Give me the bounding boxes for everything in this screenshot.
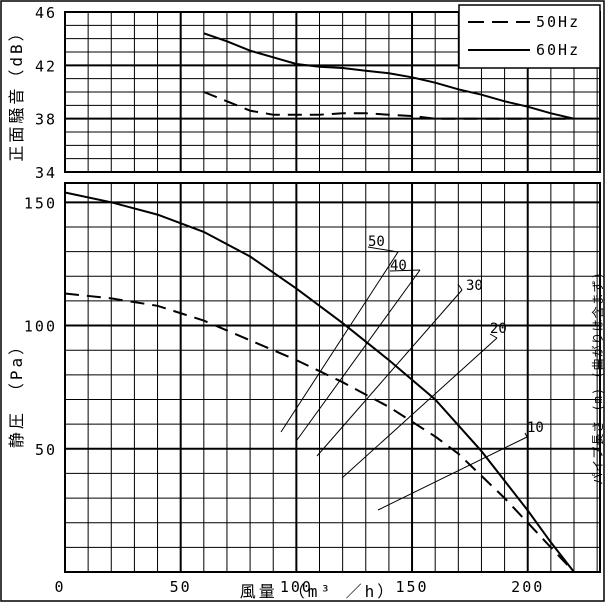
duct-leader-20 <box>489 333 498 339</box>
pressure-tick-label: 150 <box>24 194 57 212</box>
noise-tick-label: 38 <box>35 111 57 129</box>
duct-label-30: 30 <box>466 278 483 294</box>
tick-labels: 46 42 38 34 150 100 50 0 50 100 150 200 <box>24 4 544 596</box>
legend-box <box>458 4 601 69</box>
airflow-tick-label: 150 <box>395 578 428 596</box>
pressure-line-60hz <box>64 191 575 573</box>
duct-line-20 <box>341 337 498 479</box>
noise-line-60hz <box>203 32 575 120</box>
duct-leader-10 <box>524 432 528 438</box>
pressure-series <box>64 191 575 573</box>
duct-line-40 <box>296 269 421 441</box>
duct-line-30 <box>316 289 463 457</box>
duct-label-20: 20 <box>490 321 507 337</box>
airflow-tick-label: 0 <box>54 578 65 596</box>
noise-tick-label: 46 <box>35 4 57 22</box>
duct-leader-30 <box>457 283 463 291</box>
duct-label-40: 40 <box>390 258 407 274</box>
airflow-tick-label: 200 <box>511 578 544 596</box>
duct-leader-40 <box>389 269 421 272</box>
duct-label-50: 50 <box>368 234 385 250</box>
pressure-chart-grid <box>64 182 601 573</box>
airflow-tick-label: 50 <box>170 578 192 596</box>
noise-axis-title: 正面騒音（dB） <box>7 22 26 161</box>
pressure-grid-frame <box>64 182 601 573</box>
noise-tick-label: 34 <box>35 164 57 182</box>
pressure-tick-label: 100 <box>24 318 57 336</box>
noise-chart-grid <box>64 11 601 173</box>
legend-50hz-label: 50Hz <box>536 13 580 31</box>
legend: 50Hz 60Hz <box>458 4 601 69</box>
noise-series <box>203 32 575 120</box>
right-side-note: パイプ長さ (m) (曲がりは含まず) <box>590 271 605 485</box>
noise-line-50hz <box>203 91 574 120</box>
duct-length-lines <box>280 246 528 511</box>
airflow-axis-title: 風量 （m³ ／h） <box>240 582 397 601</box>
pressure-tick-label: 50 <box>35 441 57 459</box>
pressure-axis-title: 静圧 （Pa） <box>7 336 26 448</box>
duct-leader-50 <box>367 246 399 253</box>
noise-tick-label: 42 <box>35 57 57 75</box>
pressure-line-50hz <box>64 292 575 573</box>
duct-line-50 <box>280 251 399 433</box>
duct-line-10 <box>377 436 528 511</box>
airflow-tick-label: 100 <box>280 578 313 596</box>
legend-60hz-label: 60Hz <box>536 41 580 59</box>
duct-label-10: 10 <box>527 420 544 436</box>
